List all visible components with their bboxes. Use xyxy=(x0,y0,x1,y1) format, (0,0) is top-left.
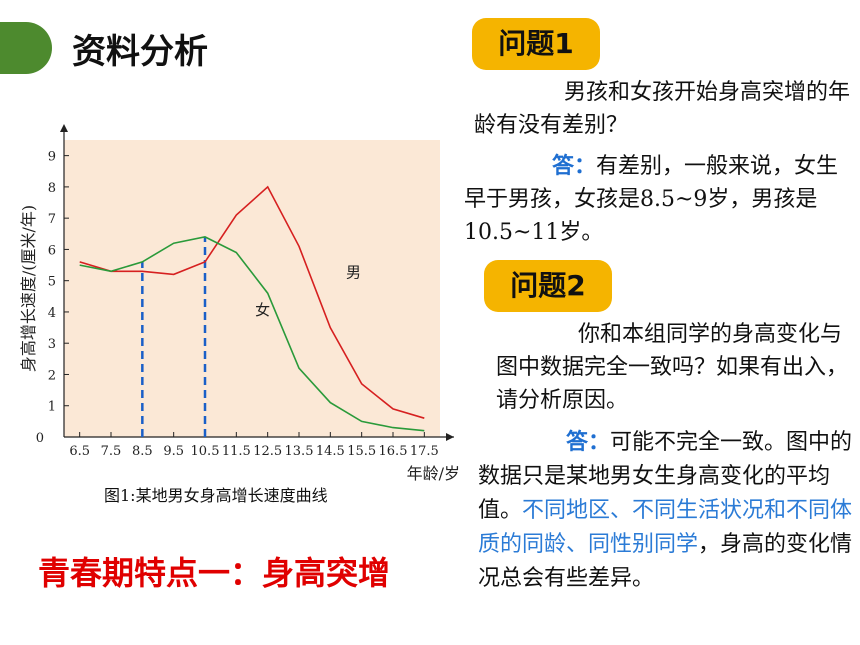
y-tick-label: 0 xyxy=(36,431,44,446)
answer1: 答：有差别，一般来说，女生早于男孩，女孩是8.5~9岁，男孩是10.5~11岁。 xyxy=(464,150,856,249)
x-tick-label: 11.5 xyxy=(222,444,251,459)
y-tick-label: 5 xyxy=(48,275,56,290)
y-axis-arrow xyxy=(60,124,68,132)
section-title: 资料分析 xyxy=(72,32,208,72)
question2-badge: 问题2 xyxy=(484,260,612,312)
headline: 青春期特点一：身高突增 xyxy=(38,554,391,592)
x-tick-label: 7.5 xyxy=(101,444,122,459)
y-tick-label: 3 xyxy=(48,337,56,352)
y-tick-label: 1 xyxy=(48,400,56,415)
x-tick-label: 9.5 xyxy=(163,444,184,459)
male-series-label: 男 xyxy=(346,264,361,282)
section-marker xyxy=(0,22,52,74)
x-tick-label: 15.5 xyxy=(347,444,376,459)
question1-badge: 问题1 xyxy=(472,18,600,70)
x-axis-arrow xyxy=(446,433,454,441)
plot-background xyxy=(64,140,440,437)
question1-text: 男孩和女孩开始身高突增的年龄有没有差别？ xyxy=(474,80,851,138)
answer1-text: 有差别，一般来说，女生早于男孩，女孩是8.5~9岁，男孩是10.5~11岁。 xyxy=(464,154,839,245)
answer2-text-b: ，身高的变化情况总会有些差异。 xyxy=(478,532,853,591)
chart-svg: 0 1 2 3 4 5 6 7 8 9 6.5 7.5 8.5 9.5 10.5 11.5 12.5 13.5 14… xyxy=(19,124,460,483)
x-tick-label: 12.5 xyxy=(253,444,282,459)
y-tick-label: 8 xyxy=(48,181,56,196)
question2-text: 你和本组同学的身高变化与图中数据完全一致吗？如果有出入，请分析原因。 xyxy=(496,322,849,413)
y-tick-label: 7 xyxy=(48,212,56,227)
male-series-line xyxy=(79,185,425,419)
x-axis-label: 年龄/岁 xyxy=(407,464,460,483)
y-tick-label: 6 xyxy=(48,243,56,258)
x-tick-label: 17.5 xyxy=(410,444,439,459)
answer2-text-highlight: 不同地区、不同生活状况和不同体质的同龄、同性别同学 xyxy=(478,498,853,557)
x-tick-label: 14.5 xyxy=(316,444,345,459)
y-tick-label: 4 xyxy=(48,306,56,321)
answer1-label: 答： xyxy=(552,153,597,179)
chart: 0 1 2 3 4 5 6 7 8 9 6.5 7.5 8.5 9.5 10.5 11.5 12.5 13.5 14… xyxy=(0,110,470,490)
female-series-line xyxy=(79,236,425,432)
x-tick-label: 13.5 xyxy=(285,444,314,459)
y-tick-label: 2 xyxy=(48,368,56,383)
answer2: 答：可能不完全一致。图中的数据只是某地男女生身高变化的平均值。不同地区、不同生活… xyxy=(478,425,856,596)
chart-caption: 图1:某地男女身高增长速度曲线 xyxy=(104,486,328,505)
y-tick-label: 9 xyxy=(48,150,56,165)
x-tick-label: 6.5 xyxy=(69,444,90,459)
answer2-text-a: 可能不完全一致。图中的数据只是某地男女生身高变化的平均值。 xyxy=(478,430,853,523)
x-tick-label: 16.5 xyxy=(379,444,408,459)
female-series-label: 女 xyxy=(255,301,270,319)
answer2-label: 答： xyxy=(566,429,611,455)
x-tick-label: 10.5 xyxy=(191,444,220,459)
y-axis-label: 身高增长速度/(厘米/年) xyxy=(19,205,38,372)
x-tick-label: 8.5 xyxy=(132,444,153,459)
